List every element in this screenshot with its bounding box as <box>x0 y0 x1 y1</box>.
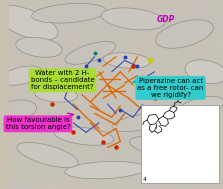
Text: How favourable is
this torsion angle?: How favourable is this torsion angle? <box>6 117 70 130</box>
Text: Water with 2 H-
bonds – candidate
for displacement?: Water with 2 H- bonds – candidate for di… <box>31 70 94 90</box>
Ellipse shape <box>0 5 58 40</box>
Ellipse shape <box>65 42 116 64</box>
Ellipse shape <box>112 114 163 132</box>
Ellipse shape <box>1 66 43 85</box>
Ellipse shape <box>54 127 114 145</box>
Ellipse shape <box>130 136 197 159</box>
Ellipse shape <box>16 37 62 57</box>
Ellipse shape <box>103 53 150 68</box>
Ellipse shape <box>65 161 146 179</box>
Text: 4: 4 <box>143 177 147 182</box>
Ellipse shape <box>185 60 223 84</box>
Text: Piperazine can act
as a free rotor- can
we rigidify?: Piperazine can act as a free rotor- can … <box>137 78 204 98</box>
Ellipse shape <box>35 87 77 102</box>
Ellipse shape <box>101 8 165 30</box>
Ellipse shape <box>171 96 223 123</box>
Ellipse shape <box>156 20 213 48</box>
Ellipse shape <box>0 100 37 119</box>
Ellipse shape <box>17 143 78 167</box>
Ellipse shape <box>32 3 106 23</box>
FancyBboxPatch shape <box>141 105 219 183</box>
Text: GDP: GDP <box>157 15 176 24</box>
